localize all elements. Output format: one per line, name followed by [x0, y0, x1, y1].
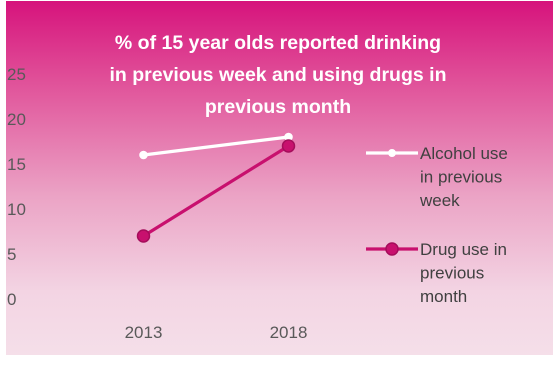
chart-title-line: previous month — [205, 96, 351, 118]
legend-label: week — [419, 191, 460, 210]
data-point — [281, 139, 296, 153]
series-lines — [136, 132, 296, 243]
data-point — [139, 150, 148, 160]
y-tick-label: 0 — [7, 290, 16, 309]
legend-label: Alcohol use — [420, 144, 508, 163]
y-tick-label: 5 — [7, 245, 16, 264]
legend-swatch-marker — [388, 149, 396, 157]
legend-label: month — [420, 287, 467, 306]
y-tick-label: 15 — [7, 155, 26, 174]
x-tick-label: 2018 — [270, 323, 308, 342]
y-axis: 0 5 10 15 20 25 — [7, 65, 26, 309]
legend-swatch-marker — [385, 242, 399, 256]
y-tick-label: 25 — [7, 65, 26, 84]
series-line — [141, 135, 291, 157]
legend-label: Drug use in — [420, 240, 507, 259]
y-tick-label: 10 — [7, 200, 26, 219]
legend-label: in previous — [420, 168, 502, 187]
chart-title: % of 15 year olds reported drinking in pr… — [110, 32, 447, 118]
line-chart: % of 15 year olds reported drinking in pr… — [7, 32, 508, 342]
chart-title-line: % of 15 year olds reported drinking — [115, 32, 441, 54]
series-line — [141, 144, 291, 238]
chart-title-line: in previous week and using drugs in — [110, 64, 447, 86]
x-axis: 2013 2018 — [125, 323, 308, 342]
x-tick-label: 2013 — [125, 323, 163, 342]
legend: Alcohol use in previous week Drug use in pre… — [366, 144, 508, 306]
data-point — [136, 229, 151, 243]
y-tick-label: 20 — [7, 110, 26, 129]
chart-area: % of 15 year olds reported drinking in pr… — [6, 1, 553, 355]
legend-label: previous — [420, 264, 484, 283]
